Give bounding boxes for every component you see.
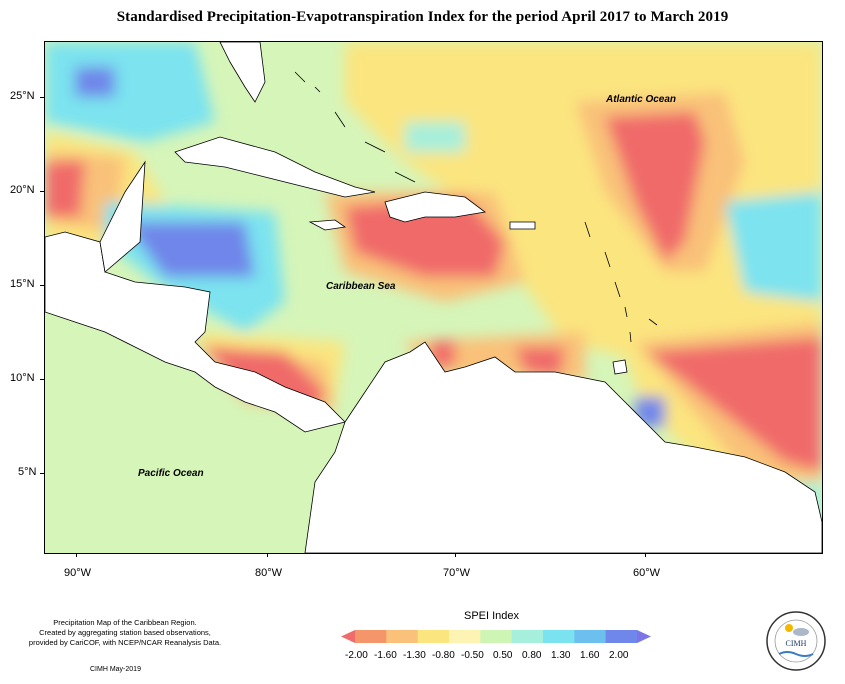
lat-label-15n: 15°N — [10, 278, 35, 290]
small-islands — [294, 71, 658, 343]
lat-tick — [40, 97, 44, 98]
legend-label: 0.50 — [493, 650, 513, 661]
legend-label: 2.00 — [609, 650, 629, 661]
legend-color-cell — [355, 630, 387, 643]
lat-tick — [40, 191, 44, 192]
lon-label-80w: 80°W — [255, 567, 283, 579]
footer-date: CIMH May-2019 — [90, 666, 141, 673]
legend-colorbar — [341, 630, 651, 643]
legend-title: SPEI Index — [464, 610, 520, 622]
lon-label-70w: 70°W — [443, 567, 471, 579]
lon-tick — [455, 553, 456, 557]
lon-tick — [645, 553, 646, 557]
legend-label: -1.60 — [374, 650, 397, 661]
legend-label: 0.80 — [522, 650, 542, 661]
legend-color-cell — [511, 630, 544, 643]
land-masses — [45, 42, 822, 553]
spei-map — [45, 42, 822, 553]
map-panel — [44, 41, 823, 554]
legend-label: 1.30 — [551, 650, 571, 661]
lon-tick — [76, 553, 77, 557]
legend-labels: -2.00 -1.60 -1.30 -0.80 -0.50 0.50 0.80 … — [345, 650, 655, 661]
logo-text: CIMH — [786, 639, 807, 648]
legend-label: -0.80 — [432, 650, 455, 661]
label-pacific-ocean: Pacific Ocean — [138, 468, 204, 479]
lon-label-60w: 60°W — [633, 567, 661, 579]
lat-label-5n: 5°N — [18, 466, 37, 478]
legend-arrow-left — [341, 630, 355, 643]
map-title: Standardised Precipitation-Evapotranspir… — [116, 9, 729, 25]
lat-label-25n: 25°N — [10, 90, 35, 102]
legend-arrow-right — [637, 630, 651, 643]
wave-icon — [778, 651, 814, 657]
lon-label-90w: 90°W — [64, 567, 92, 579]
lat-tick — [40, 285, 44, 286]
legend-color-cell — [417, 630, 450, 643]
lat-tick — [40, 379, 44, 380]
sun-icon — [785, 624, 793, 632]
lat-label-10n: 10°N — [10, 372, 35, 384]
legend-color-cell — [605, 630, 638, 643]
legend-label: -1.30 — [403, 650, 426, 661]
legend-label: -0.50 — [461, 650, 484, 661]
label-atlantic-ocean: Atlantic Ocean — [606, 94, 677, 105]
lat-label-20n: 20°N — [10, 184, 35, 196]
footer-note-line3: provided by CariCOF, with NCEP/NCAR Rean… — [28, 638, 222, 647]
legend-label: 1.60 — [580, 650, 600, 661]
legend-label: -2.00 — [345, 650, 368, 661]
legend-color-cell — [386, 630, 419, 643]
legend-color-cell — [449, 630, 481, 643]
footer-note: Precipitation Map of the Caribbean Regio… — [5, 618, 245, 648]
legend-color-cell — [543, 630, 575, 643]
footer-note-line1: Precipitation Map of the Caribbean Regio… — [53, 618, 197, 627]
legend-color-cell — [574, 630, 607, 643]
footer-note-line2: Created by aggregating station based obs… — [39, 628, 211, 637]
legend-color-cell — [480, 630, 513, 643]
cimh-logo: CIMH — [766, 611, 826, 671]
label-caribbean-sea: Caribbean Sea — [326, 281, 396, 292]
lat-tick — [40, 473, 44, 474]
cloud-icon — [793, 628, 809, 636]
lon-tick — [267, 553, 268, 557]
